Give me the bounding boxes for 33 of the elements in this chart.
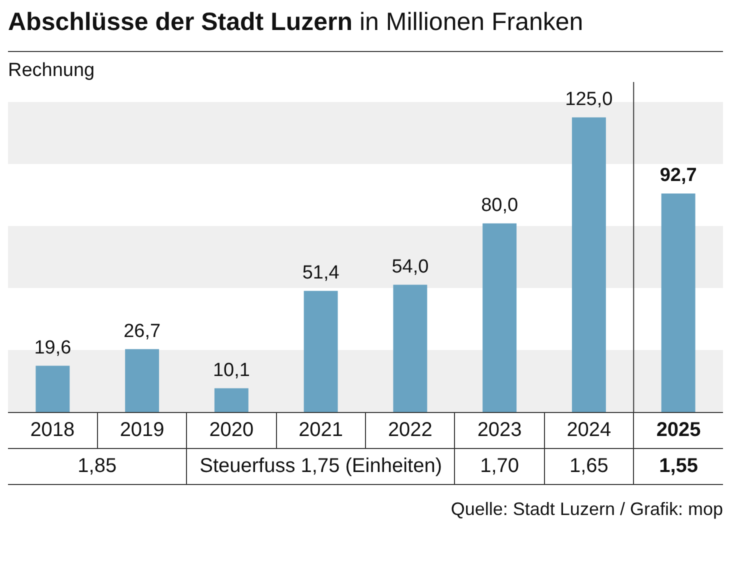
x-tick-label: 2018 xyxy=(29,418,76,443)
text: 1,85 xyxy=(76,454,118,479)
bar xyxy=(661,193,696,412)
x-tick-label: 2021 xyxy=(276,412,366,448)
data-label: 19,6 xyxy=(34,338,72,359)
data-label: 51,4 xyxy=(302,262,340,284)
data-label: 125,0 xyxy=(565,89,613,110)
bar xyxy=(482,223,517,412)
x-tick-label: 2024 xyxy=(544,412,634,448)
x-tick-label: 2020 xyxy=(186,412,276,448)
x-tick-label: 2023 xyxy=(454,412,544,448)
data-label: 10,1 xyxy=(212,360,250,381)
bar xyxy=(572,117,606,412)
data-label: 54,0 xyxy=(392,256,429,278)
bar xyxy=(36,366,70,412)
bar xyxy=(304,290,338,412)
source-note: Quelle: Stadt Luzern / Grafik: mop xyxy=(450,499,723,520)
data-label: 26,7 xyxy=(124,320,161,342)
x-tick-label: 2025 xyxy=(634,412,723,448)
bar xyxy=(214,388,248,412)
text: 1,55 xyxy=(634,448,723,484)
chart-subtitle: in Millionen Franken xyxy=(359,8,584,36)
text: 1,70 xyxy=(454,448,544,484)
x-tick-label: 2019 xyxy=(97,412,187,448)
chart-title: Abschlüsse der Stadt Luzern xyxy=(8,8,353,36)
bar xyxy=(393,284,428,412)
bar xyxy=(125,349,160,412)
x-tick-label: 2022 xyxy=(366,412,455,448)
y-axis-title: Rechnung xyxy=(8,60,96,82)
data-label: 92,7 xyxy=(660,165,697,186)
text: Steuerfuss 1,75 (Einheiten) xyxy=(186,448,455,484)
text: 1,65 xyxy=(544,448,634,484)
data-label: 80,0 xyxy=(481,195,518,216)
